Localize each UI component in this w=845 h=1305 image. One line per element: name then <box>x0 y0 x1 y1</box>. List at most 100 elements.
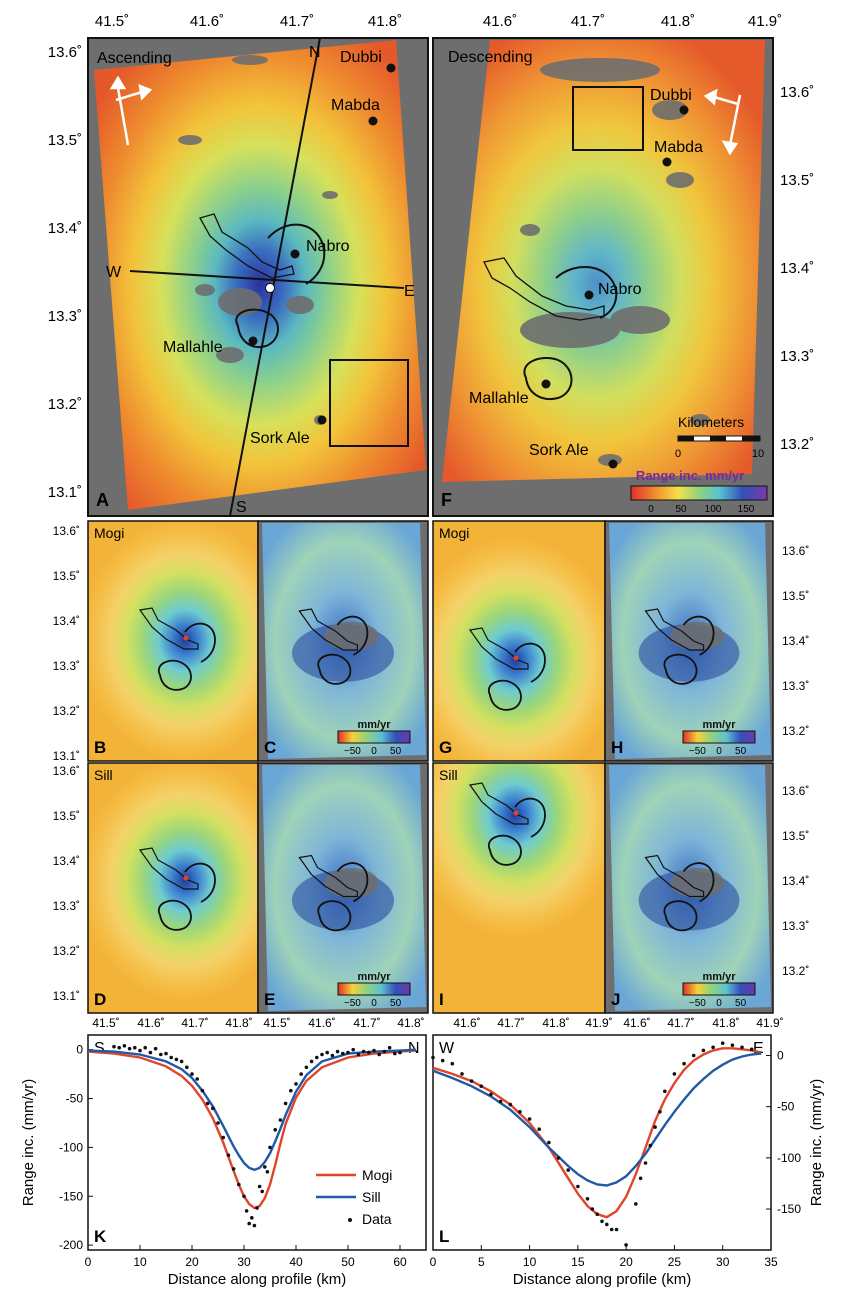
lon-label: 41.6˚ <box>483 13 517 30</box>
data-point <box>634 1202 638 1206</box>
left-lat-labels-ascending: 13.6˚ 13.5˚ 13.4˚ 13.3˚ 13.2˚ 13.1˚ <box>48 44 82 501</box>
y-tick-label: -150 <box>777 1202 801 1216</box>
lat-label: 13.3˚ <box>782 919 809 933</box>
town-dot-nabro <box>584 290 594 300</box>
lon-label: 41.7˚ <box>181 1016 208 1030</box>
data-point <box>255 1206 259 1210</box>
x-tick-label: 50 <box>341 1255 355 1269</box>
lon-label: 41.8˚ <box>712 1016 739 1030</box>
data-point <box>498 1099 503 1104</box>
profile-label-s: S <box>236 499 247 516</box>
lat-label: 13.6˚ <box>48 44 82 61</box>
data-point <box>566 1168 570 1172</box>
data-point <box>508 1102 513 1107</box>
data-point <box>749 1047 754 1052</box>
model-title: Sill <box>439 767 458 783</box>
model-lat-labels-right: 13.6˚ 13.5˚ 13.4˚ 13.3˚ 13.2˚ 13.6˚ 13.5… <box>782 544 809 978</box>
data-point <box>289 1088 293 1093</box>
ascending-interferogram <box>94 40 426 510</box>
panel-f-descending-map: Descending Dubbi Mabda Nabro Mallahle So… <box>432 37 774 517</box>
lat-label: 13.2˚ <box>782 724 809 738</box>
lat-label: 13.2˚ <box>53 704 80 718</box>
legend-label: Data <box>362 1211 392 1227</box>
colorbar-tick: 50 <box>735 746 747 757</box>
residual-colorbar <box>337 982 411 996</box>
lat-label: 13.4˚ <box>48 220 82 237</box>
data-point <box>211 1106 215 1111</box>
x-tick-label: 30 <box>716 1255 730 1269</box>
lon-label: 41.6˚ <box>453 1016 480 1030</box>
profile-chart-k: 0 10 20 30 40 50 60 0 -50 -100 -150 -200 Distance al… <box>20 1034 427 1288</box>
data-point <box>265 1170 270 1174</box>
data-point <box>643 1161 648 1165</box>
model-lon-labels-left: 41.5˚ 41.6˚ 41.7˚ 41.8˚ 41.5˚ 41.6˚ 41.7… <box>92 1016 424 1030</box>
data-point <box>190 1072 194 1076</box>
data-point <box>663 1089 667 1094</box>
x-axis-label: Distance along profile (km) <box>513 1271 691 1288</box>
residual-colorbar <box>682 982 756 996</box>
colorbar-tick: 0 <box>371 998 377 1009</box>
nabro-caldera-rim <box>682 615 715 656</box>
series-line-sill <box>432 1052 762 1187</box>
lat-label: 13.2˚ <box>780 436 814 453</box>
panel-content <box>433 521 605 761</box>
reference-box <box>329 359 409 447</box>
residual-unit-label: mm/yr <box>357 971 391 983</box>
panel-a-ascending-map: Ascending N S W E Dubbi Mabda Nabro Mall… <box>87 37 429 517</box>
nabro-caldera-rim <box>682 862 715 903</box>
data-point <box>701 1048 706 1053</box>
mallahle-caldera-rim <box>317 653 352 685</box>
lava-flow-outline <box>298 854 358 898</box>
lon-label: 41.7˚ <box>571 13 605 30</box>
panel-content <box>605 521 773 761</box>
data-point <box>648 1143 653 1148</box>
x-tick-label: 15 <box>571 1255 585 1269</box>
data-point <box>431 1055 435 1060</box>
x-tick-label: 25 <box>668 1255 682 1269</box>
panel-frame <box>432 37 774 517</box>
panel-letter-d: D <box>94 990 106 1009</box>
lat-label: 13.4˚ <box>782 874 809 888</box>
lon-label: 41.8˚ <box>542 1016 569 1030</box>
scale-bar <box>677 435 761 442</box>
scale-bar-label: Kilometers <box>678 414 744 430</box>
residual-colorbar <box>682 730 756 744</box>
lat-label: 13.4˚ <box>782 634 809 648</box>
data-point <box>179 1059 184 1064</box>
data-point <box>624 1243 628 1247</box>
model-lon-labels-right: 41.6˚ 41.7˚ 41.8˚ 41.9˚ 41.6˚ 41.7˚ 41.8… <box>453 1016 783 1030</box>
lon-label: 41.5˚ <box>263 1016 290 1030</box>
panel-content <box>88 763 258 1013</box>
colorbar-tick: −50 <box>344 746 361 757</box>
descending-interferogram <box>442 40 765 482</box>
panel-letter-b: B <box>94 738 106 757</box>
series-line-mogi <box>87 1049 416 1210</box>
profile-label-w: W <box>106 264 122 281</box>
y-tick-label: -50 <box>66 1092 84 1106</box>
data-point <box>294 1082 298 1086</box>
data-point <box>122 1044 127 1048</box>
lava-flow-outline <box>644 854 705 898</box>
x-tick-label: 0 <box>430 1255 437 1269</box>
lon-label: 41.7˚ <box>280 13 314 30</box>
data-point <box>730 1043 735 1047</box>
data-point <box>653 1125 657 1129</box>
place-label-nabro: Nabro <box>598 281 642 298</box>
lon-label: 41.7˚ <box>497 1016 524 1030</box>
lat-label: 13.2˚ <box>782 964 809 978</box>
panel-content <box>258 521 428 761</box>
profile-label-n: N <box>309 44 321 61</box>
colorbar-tick: 150 <box>738 504 755 515</box>
decorrelated-area <box>324 621 379 651</box>
lat-label: 13.3˚ <box>780 348 814 365</box>
lon-label: 41.9˚ <box>748 13 782 30</box>
colorbar-tick: 100 <box>705 504 722 515</box>
data-point <box>252 1223 257 1228</box>
model-source-marker <box>183 635 189 641</box>
data-point <box>283 1101 288 1106</box>
data-point <box>691 1053 696 1058</box>
data-point <box>351 1047 356 1052</box>
data-point <box>658 1110 662 1114</box>
panel-letter-c: C <box>264 738 276 757</box>
data-point <box>174 1057 179 1062</box>
